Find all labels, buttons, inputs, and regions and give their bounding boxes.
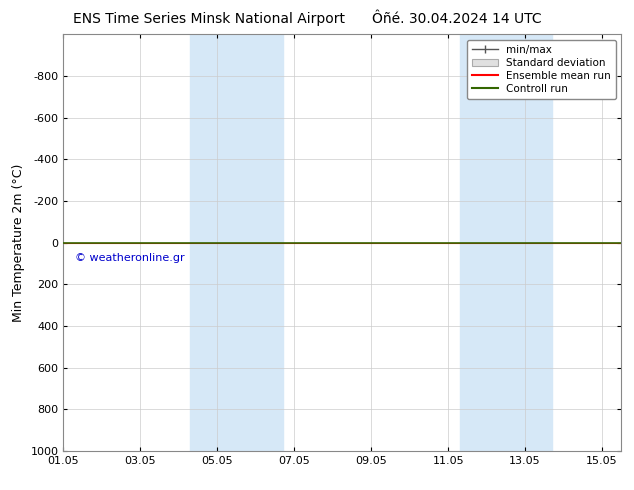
Text: ENS Time Series Minsk National Airport: ENS Time Series Minsk National Airport xyxy=(73,12,346,26)
Bar xyxy=(190,34,283,451)
Y-axis label: Min Temperature 2m (°C): Min Temperature 2m (°C) xyxy=(12,163,25,322)
Bar xyxy=(460,34,552,451)
Text: Ôñé. 30.04.2024 14 UTC: Ôñé. 30.04.2024 14 UTC xyxy=(372,12,541,26)
Legend: min/max, Standard deviation, Ensemble mean run, Controll run: min/max, Standard deviation, Ensemble me… xyxy=(467,40,616,99)
Text: © weatheronline.gr: © weatheronline.gr xyxy=(75,253,184,263)
